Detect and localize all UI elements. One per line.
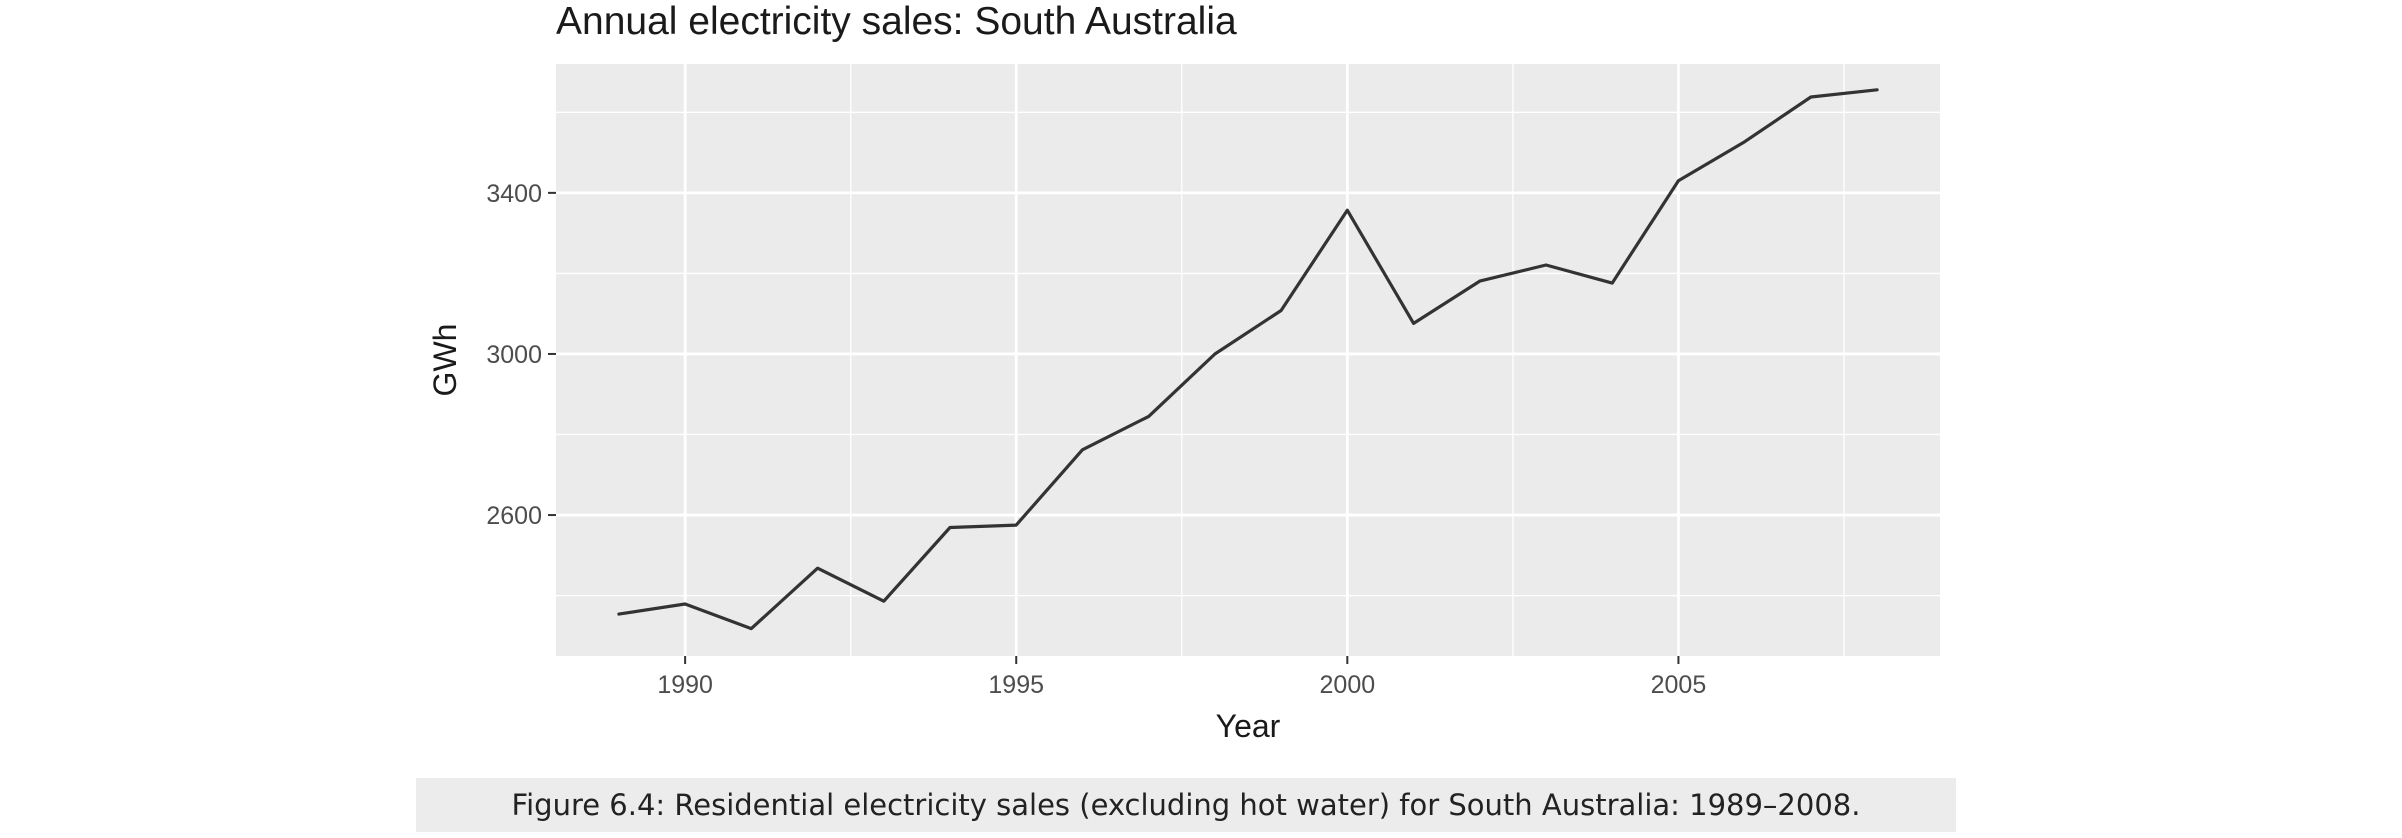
x-tick-label: 2005 (1651, 671, 1707, 699)
chart-svg: 2600 3000 3400 1990 1995 2000 2005 Year GWh (427, 64, 1940, 744)
x-tick-label: 1990 (657, 671, 713, 699)
figure-caption: Figure 6.4: Residential electricity sale… (416, 778, 1956, 832)
y-tick-label: 2600 (486, 502, 542, 530)
x-tick-label: 1995 (988, 671, 1044, 699)
y-axis-title: GWh (427, 324, 463, 397)
y-tick-label: 3000 (486, 341, 542, 369)
x-axis-title: Year (1216, 708, 1281, 744)
chart-title: Annual electricity sales: South Australi… (556, 0, 1237, 43)
chart-figure: Annual electricity sales: South Australi… (427, 0, 1940, 744)
caption-text: Figure 6.4: Residential electricity sale… (511, 788, 1861, 822)
series-line (617, 88, 1879, 631)
y-tick-label: 3400 (486, 180, 542, 208)
x-tick-label: 2000 (1320, 671, 1376, 699)
plot-panel (556, 64, 1940, 656)
